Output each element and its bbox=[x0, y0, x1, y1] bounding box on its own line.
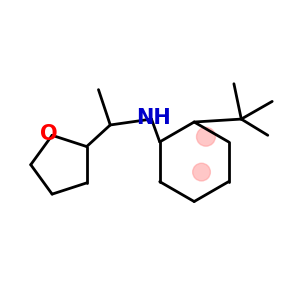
Text: O: O bbox=[40, 124, 57, 144]
Circle shape bbox=[196, 127, 215, 146]
Circle shape bbox=[193, 163, 210, 181]
Text: NH: NH bbox=[136, 108, 171, 127]
